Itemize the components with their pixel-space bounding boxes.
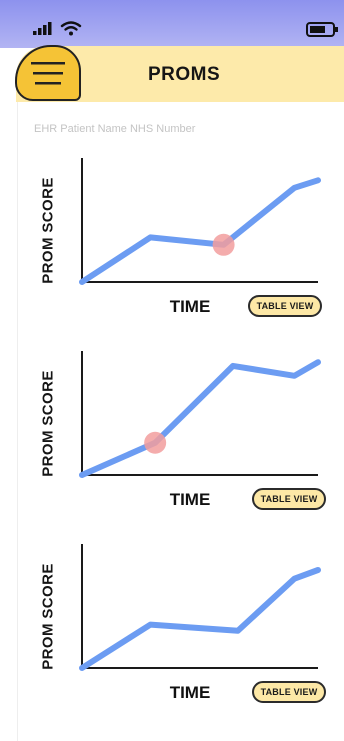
line-chart — [79, 544, 321, 671]
battery-icon — [306, 22, 338, 37]
line-chart — [79, 351, 321, 478]
page-title: PROMS — [148, 64, 221, 85]
highlight-point — [212, 233, 235, 256]
prom-chart-2: PROM SCORE TIME TABLE VIEW — [0, 343, 344, 533]
table-view-button[interactable]: TABLE VIEW — [252, 681, 326, 703]
table-view-button[interactable]: TABLE VIEW — [248, 295, 322, 317]
table-view-button[interactable]: TABLE VIEW — [252, 488, 326, 510]
y-axis-label: PROM SCORE — [39, 563, 57, 670]
line-chart — [79, 158, 321, 285]
prom-chart-1: PROM SCORE TIME TABLE VIEW — [0, 150, 344, 340]
y-axis-label: PROM SCORE — [39, 177, 57, 284]
y-axis-label: PROM SCORE — [39, 370, 57, 477]
signal-bars-icon — [33, 22, 52, 35]
status-bar — [0, 0, 344, 48]
menu-button[interactable] — [15, 45, 81, 101]
series-line — [79, 567, 321, 671]
wifi-icon — [60, 21, 82, 36]
x-axis-label: TIME — [169, 297, 211, 316]
x-axis-label: TIME — [169, 683, 211, 702]
divider — [17, 102, 18, 741]
x-axis-label: TIME — [169, 490, 211, 509]
patient-info: EHR Patient Name NHS Number — [34, 123, 196, 135]
prom-chart-3: PROM SCORE TIME TABLE VIEW — [0, 536, 344, 726]
hamburger-menu-icon — [31, 62, 65, 85]
series-line — [79, 359, 321, 478]
series-line — [79, 177, 321, 285]
highlight-point — [144, 431, 167, 454]
